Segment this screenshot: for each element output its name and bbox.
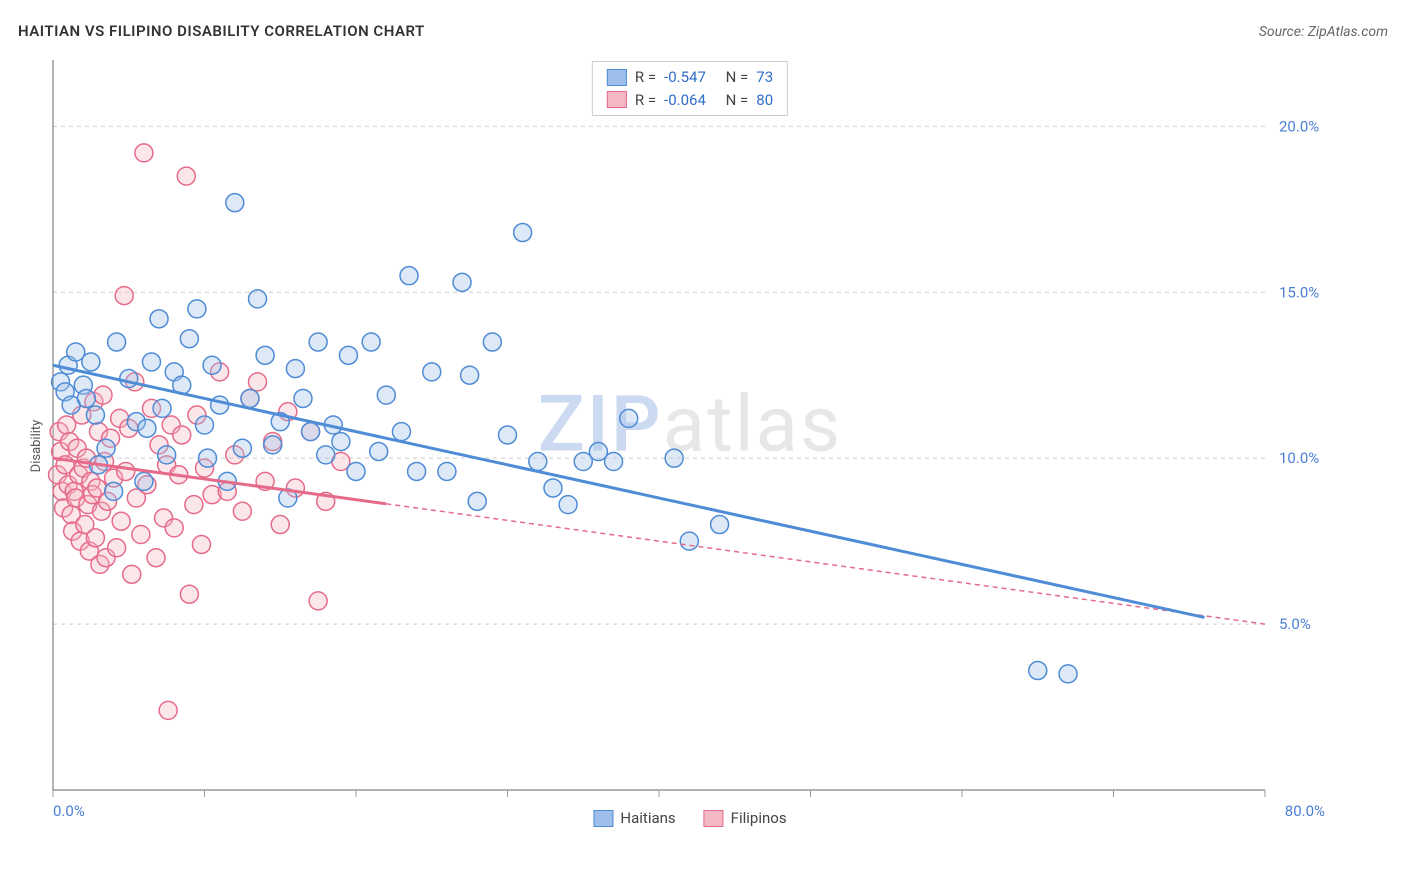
svg-text:0.0%: 0.0% xyxy=(53,802,85,820)
legend-swatch-haitians xyxy=(593,810,613,827)
legend-label-filipinos: Filipinos xyxy=(731,809,787,827)
n-value-haitians: 73 xyxy=(756,66,773,89)
r-value-haitians: -0.547 xyxy=(664,66,706,89)
svg-text:5.0%: 5.0% xyxy=(1279,615,1311,633)
legend-swatch-filipinos xyxy=(704,810,724,827)
r-label: R = xyxy=(635,66,656,89)
r-value-filipinos: -0.064 xyxy=(664,89,706,112)
y-axis-label: Disability xyxy=(29,420,44,473)
svg-text:10.0%: 10.0% xyxy=(1279,449,1319,467)
svg-text:20.0%: 20.0% xyxy=(1279,117,1319,135)
n-label: N = xyxy=(726,66,749,89)
n-label: N = xyxy=(726,89,749,112)
chart-title: HAITIAN VS FILIPINO DISABILITY CORRELATI… xyxy=(18,22,425,40)
chart-svg: 5.0% 10.0% 15.0% 20.0% 0.0% 80.0% xyxy=(45,55,1335,825)
legend-swatch-filipinos xyxy=(607,91,627,108)
legend-item-filipinos: Filipinos xyxy=(704,809,787,827)
svg-text:80.0%: 80.0% xyxy=(1285,802,1325,820)
n-value-filipinos: 80 xyxy=(756,89,773,112)
stat-row-filipinos: R = -0.064 N = 80 xyxy=(607,89,773,112)
chart-header: HAITIAN VS FILIPINO DISABILITY CORRELATI… xyxy=(18,22,1388,40)
r-label: R = xyxy=(635,89,656,112)
bottom-legend: Haitians Filipinos xyxy=(593,809,786,827)
legend-swatch-haitians xyxy=(607,69,627,86)
stat-legend: R = -0.547 N = 73 R = -0.064 N = 80 xyxy=(592,61,788,116)
chart-source: Source: ZipAtlas.com xyxy=(1259,24,1388,40)
legend-label-haitians: Haitians xyxy=(620,809,675,827)
legend-item-haitians: Haitians xyxy=(593,809,675,827)
svg-text:15.0%: 15.0% xyxy=(1279,283,1319,301)
plot-area: ZIPatlas 5.0%10.0%15.0%20.0%0.0%80.0% R … xyxy=(45,55,1335,825)
stat-row-haitians: R = -0.547 N = 73 xyxy=(607,66,773,89)
